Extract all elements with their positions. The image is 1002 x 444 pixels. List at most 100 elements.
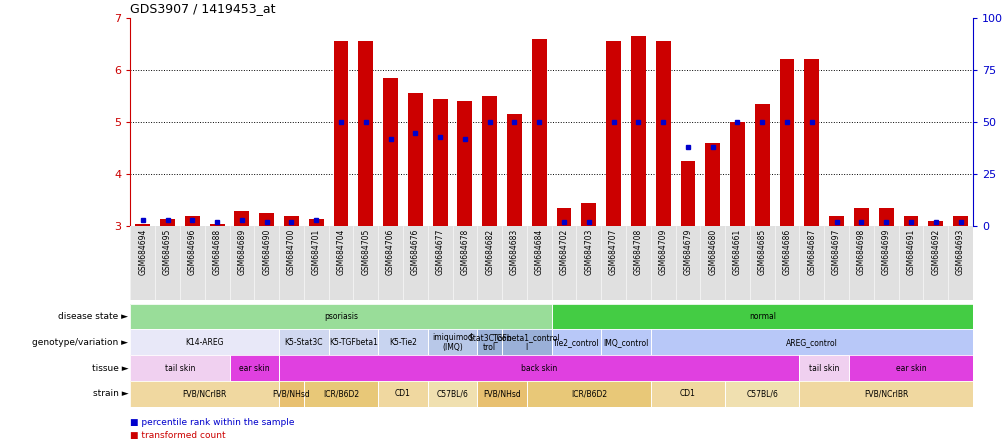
- Bar: [581, 203, 595, 226]
- Bar: [130, 304, 551, 329]
- Text: ear skin: ear skin: [238, 364, 270, 373]
- Text: GSM684699: GSM684699: [881, 229, 890, 275]
- Bar: [853, 208, 868, 226]
- Bar: [304, 381, 378, 407]
- Bar: [477, 381, 526, 407]
- Text: GSM684685: GSM684685: [758, 229, 766, 275]
- Text: K14-AREG: K14-AREG: [185, 338, 223, 347]
- Bar: [457, 101, 472, 226]
- Bar: [279, 329, 329, 355]
- Text: FVB/NCrIBR: FVB/NCrIBR: [863, 389, 908, 398]
- Bar: [432, 99, 447, 226]
- Text: IMQ_control: IMQ_control: [602, 338, 648, 347]
- Text: ear skin: ear skin: [895, 364, 926, 373]
- Text: GSM684688: GSM684688: [212, 229, 221, 275]
- Text: GSM684690: GSM684690: [262, 229, 271, 275]
- Bar: [630, 36, 645, 226]
- Text: GSM684689: GSM684689: [237, 229, 246, 275]
- Bar: [650, 329, 972, 355]
- Text: GSM684677: GSM684677: [435, 229, 444, 275]
- Text: GSM684706: GSM684706: [386, 229, 395, 275]
- Bar: [848, 355, 972, 381]
- Bar: [952, 216, 967, 226]
- Bar: [650, 381, 724, 407]
- Bar: [259, 214, 274, 226]
- Text: disease state ►: disease state ►: [58, 312, 128, 321]
- Bar: [229, 355, 279, 381]
- Bar: [279, 381, 304, 407]
- Text: GSM684661: GSM684661: [732, 229, 741, 275]
- Bar: [482, 96, 497, 226]
- Bar: [551, 329, 600, 355]
- Bar: [502, 329, 551, 355]
- Bar: [477, 381, 526, 407]
- Text: GSM684684: GSM684684: [534, 229, 543, 275]
- Text: Tie2_control: Tie2_control: [552, 338, 599, 347]
- Bar: [209, 224, 224, 226]
- Bar: [804, 59, 819, 226]
- Bar: [279, 355, 799, 381]
- Text: C57BL/6: C57BL/6: [436, 389, 468, 398]
- Text: genotype/variation ►: genotype/variation ►: [32, 338, 128, 347]
- Text: tail skin: tail skin: [164, 364, 195, 373]
- Bar: [848, 355, 972, 381]
- Bar: [605, 41, 620, 226]
- Bar: [427, 329, 477, 355]
- Text: GSM684696: GSM684696: [187, 229, 196, 275]
- Text: GSM684704: GSM684704: [337, 229, 345, 275]
- Bar: [427, 381, 477, 407]
- Bar: [799, 355, 848, 381]
- Text: ■ transformed count: ■ transformed count: [130, 431, 225, 440]
- Bar: [551, 304, 972, 329]
- Text: GSM684694: GSM684694: [138, 229, 147, 275]
- Bar: [334, 41, 348, 226]
- Text: GSM684707: GSM684707: [608, 229, 617, 275]
- Bar: [309, 218, 324, 226]
- Text: psoriasis: psoriasis: [324, 312, 358, 321]
- Bar: [724, 381, 799, 407]
- Text: C57BL/6: C57BL/6: [745, 389, 778, 398]
- Text: CD1: CD1: [679, 389, 695, 398]
- Bar: [799, 381, 972, 407]
- Bar: [679, 161, 694, 226]
- Text: ICR/B6D2: ICR/B6D2: [323, 389, 359, 398]
- Text: TGFbeta1_control
l: TGFbeta1_control l: [493, 333, 560, 352]
- Bar: [650, 329, 972, 355]
- Text: GSM684687: GSM684687: [807, 229, 816, 275]
- Bar: [903, 216, 918, 226]
- Bar: [130, 329, 279, 355]
- Bar: [477, 329, 502, 355]
- Bar: [600, 329, 650, 355]
- Bar: [507, 114, 521, 226]
- Bar: [551, 329, 600, 355]
- Bar: [551, 304, 972, 329]
- Bar: [526, 381, 650, 407]
- Bar: [779, 59, 794, 226]
- Text: CD1: CD1: [395, 389, 411, 398]
- Bar: [477, 329, 502, 355]
- Bar: [655, 41, 670, 226]
- Text: GSM684678: GSM684678: [460, 229, 469, 275]
- Bar: [724, 381, 799, 407]
- Bar: [304, 381, 378, 407]
- Bar: [799, 381, 972, 407]
- Text: ICR/B6D2: ICR/B6D2: [570, 389, 606, 398]
- Text: GSM684682: GSM684682: [485, 229, 494, 275]
- Text: GSM684702: GSM684702: [559, 229, 568, 275]
- Text: GSM684679: GSM684679: [682, 229, 691, 275]
- Bar: [526, 381, 650, 407]
- Bar: [130, 381, 279, 407]
- Bar: [378, 329, 427, 355]
- Bar: [799, 355, 848, 381]
- Bar: [378, 329, 427, 355]
- Bar: [383, 78, 398, 226]
- Bar: [650, 381, 724, 407]
- Bar: [130, 355, 229, 381]
- Text: GSM684709: GSM684709: [658, 229, 667, 275]
- Text: GSM684683: GSM684683: [509, 229, 518, 275]
- Bar: [755, 104, 769, 226]
- Bar: [427, 329, 477, 355]
- Text: GSM684686: GSM684686: [782, 229, 791, 275]
- Text: GDS3907 / 1419453_at: GDS3907 / 1419453_at: [130, 2, 276, 15]
- Bar: [135, 224, 150, 226]
